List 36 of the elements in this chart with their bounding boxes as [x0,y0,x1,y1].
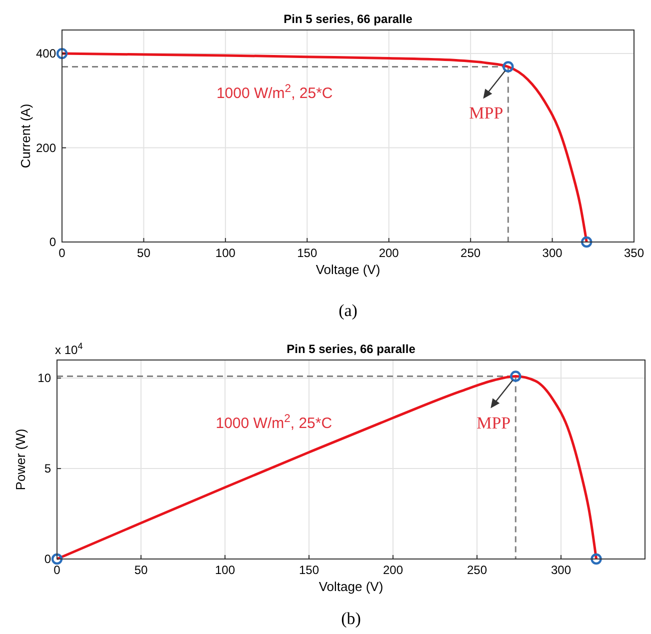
y-tick-label: 400 [36,46,56,61]
point [581,236,592,248]
text: (b) [341,609,361,628]
y-tick-label: 5 [44,462,52,476]
y-tick-label: 0 [49,235,56,249]
x-tick-label: 50 [134,563,148,577]
point [56,48,68,60]
y-axis-title: Current (A) [18,104,33,168]
x-tick-label: 150 [298,563,320,577]
point [502,61,514,72]
chart-title: Pin 5 series, 66 paralle [286,342,416,356]
annotation: 1000 W/m$^{2}$, 25*C [216,413,332,432]
annotation: 1000 W/m$^{2}$, 25*C [216,83,333,102]
x-tick-label: 100 [215,246,236,260]
x-tick-label: 250 [466,563,488,577]
x-tick-label: 350 [624,246,644,260]
annotation: MPP [469,104,504,123]
x-tick-label: 300 [542,246,563,260]
x-axis-title: Voltage (V) [316,262,380,277]
y-tick-label: 0 [44,552,52,566]
x-tick-label: 200 [382,563,404,577]
x-tick-label: 100 [214,563,236,577]
y-axis-title: Power (W) [13,428,28,490]
x-tick-label: 300 [550,563,572,577]
x-axis-title: Voltage (V) [318,579,384,594]
x-tick-label: 200 [378,246,400,260]
y-tick-label: 200 [36,140,56,155]
chart-title: Pin 5 series, 66 paralle [284,12,413,26]
x-tick-label: 250 [460,246,481,260]
x-tick-label: 0 [58,246,66,260]
y-tick-label: 10 [38,371,52,386]
x-tick-label: 150 [297,246,318,260]
x-tick-label: 50 [137,246,151,260]
annotation: MPP [476,413,511,432]
text: x 10$^{4}$ [55,341,83,357]
text: (a) [338,301,358,320]
